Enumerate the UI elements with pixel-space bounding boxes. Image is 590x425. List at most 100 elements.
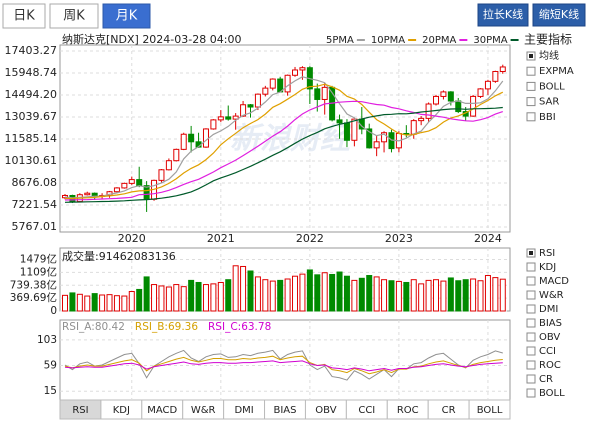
indicator-option[interactable]: DMI xyxy=(539,304,558,315)
indicator-tab-label[interactable]: MACD xyxy=(147,405,177,416)
indicator-tab-label[interactable]: CCI xyxy=(358,405,375,416)
volume-bar xyxy=(351,279,358,312)
volume-bar xyxy=(388,280,395,312)
volume-bar xyxy=(470,278,477,312)
volume-bar xyxy=(403,281,410,312)
candle-body xyxy=(202,128,209,148)
volume-bar xyxy=(410,279,417,312)
indicator-option[interactable]: KDJ xyxy=(539,262,556,273)
y-tick-label: 59 xyxy=(44,360,57,372)
checkbox[interactable] xyxy=(526,304,536,314)
indicator-tab-label[interactable]: RSI xyxy=(72,405,88,416)
checkbox[interactable] xyxy=(526,276,536,286)
indicator-tab-label[interactable]: CR xyxy=(442,405,456,416)
zoom-button-label[interactable]: 拉长K线 xyxy=(483,7,523,21)
checkbox-mark xyxy=(529,251,533,255)
period-tab-label[interactable]: 日K xyxy=(13,9,35,24)
indicator-option[interactable]: ROC xyxy=(539,360,561,371)
checkbox[interactable] xyxy=(526,66,536,76)
zoom-button[interactable] xyxy=(477,3,529,27)
period-tab[interactable] xyxy=(102,3,151,29)
volume-bar xyxy=(180,286,187,312)
volume-bar xyxy=(247,270,254,312)
volume-bar xyxy=(284,278,291,312)
y-tick-label: 0 xyxy=(50,305,57,317)
candle-body xyxy=(351,118,358,141)
indicator-tab-label[interactable]: BIAS xyxy=(274,405,297,416)
volume-bar xyxy=(366,275,373,312)
zoom-button-label[interactable]: 缩短K线 xyxy=(539,7,579,21)
zoom-button[interactable] xyxy=(532,3,586,27)
period-tab[interactable] xyxy=(49,3,99,29)
volume-bar xyxy=(418,283,425,312)
indicator-option[interactable]: BOLL xyxy=(539,388,565,399)
indicator-tab-label[interactable]: W&R xyxy=(191,405,216,416)
checkbox[interactable] xyxy=(526,318,536,328)
volume-bar xyxy=(210,283,217,312)
period-tab-label[interactable]: 月K xyxy=(116,9,138,24)
candle-body xyxy=(433,95,439,105)
candle-body xyxy=(284,74,291,93)
indicator-option[interactable]: BIAS xyxy=(539,318,562,329)
x-tick-label: 2023 xyxy=(385,232,413,245)
indicator-option[interactable]: OBV xyxy=(539,332,560,343)
indicator-option[interactable]: BBI xyxy=(539,112,556,123)
volume-bar xyxy=(113,295,120,312)
candle-body xyxy=(470,95,477,117)
indicator-option[interactable]: RSI xyxy=(539,248,555,259)
indicator-tab-label[interactable]: BOLL xyxy=(477,405,503,416)
y-tick-label: 739.38亿 xyxy=(10,278,57,291)
indicator-option[interactable]: BOLL xyxy=(539,81,565,92)
indicator-tab-label[interactable]: OBV xyxy=(315,405,336,416)
y-tick-label: 11585.14 xyxy=(5,132,58,145)
checkbox[interactable] xyxy=(526,374,536,384)
checkbox[interactable] xyxy=(526,290,536,300)
candle-body xyxy=(299,67,306,71)
indicator-option[interactable]: MACD xyxy=(539,276,569,287)
volume-bar xyxy=(143,276,150,312)
candle-body xyxy=(410,120,417,135)
volume-bar xyxy=(202,284,209,312)
checkbox[interactable] xyxy=(526,262,536,272)
indicator-option[interactable]: CCI xyxy=(539,346,556,357)
indicator-option[interactable]: W&R xyxy=(539,290,564,301)
candle-body xyxy=(225,116,232,120)
indicator-tab[interactable] xyxy=(468,399,511,420)
legend-label: 10PMA xyxy=(371,35,405,46)
volume-bar xyxy=(121,295,128,312)
ma-line xyxy=(64,100,503,201)
checkbox[interactable] xyxy=(526,81,536,91)
volume-bar xyxy=(277,279,284,312)
checkbox[interactable] xyxy=(526,388,536,398)
indicator-tab-label[interactable]: ROC xyxy=(397,405,419,416)
checkbox[interactable] xyxy=(526,360,536,370)
volume-bar xyxy=(462,279,469,312)
period-tab[interactable] xyxy=(2,3,46,29)
checkbox[interactable] xyxy=(526,332,536,342)
volume-bar xyxy=(99,294,106,312)
volume-bar xyxy=(76,293,83,312)
legend-label: RSI_A:80.42 xyxy=(62,321,125,333)
indicator-option[interactable]: CR xyxy=(539,374,553,385)
indicator-tab-label[interactable]: KDJ xyxy=(113,405,130,416)
checkbox[interactable] xyxy=(526,97,536,107)
indicator-option[interactable]: SAR xyxy=(539,97,559,108)
candle-body xyxy=(217,116,224,121)
y-tick-label: 103 xyxy=(37,334,57,346)
volume-bar xyxy=(358,277,365,312)
indicator-tab-label[interactable]: DMI xyxy=(234,405,253,416)
volume-bar xyxy=(136,288,143,312)
indicator-option[interactable]: 均线 xyxy=(539,49,559,62)
period-tab-label[interactable]: 周K xyxy=(63,9,85,24)
y-tick-label: 15948.74 xyxy=(5,66,58,79)
volume-bar xyxy=(225,279,232,312)
y-tick-label: 10130.61 xyxy=(5,154,58,167)
candle-body xyxy=(180,133,187,150)
checkbox[interactable] xyxy=(526,112,536,122)
candle-body xyxy=(292,69,299,76)
ma-line xyxy=(64,106,503,203)
volume-bar xyxy=(69,292,76,312)
indicator-option[interactable]: EXPMA xyxy=(539,66,574,77)
candle-body xyxy=(121,182,128,189)
checkbox[interactable] xyxy=(526,346,536,356)
